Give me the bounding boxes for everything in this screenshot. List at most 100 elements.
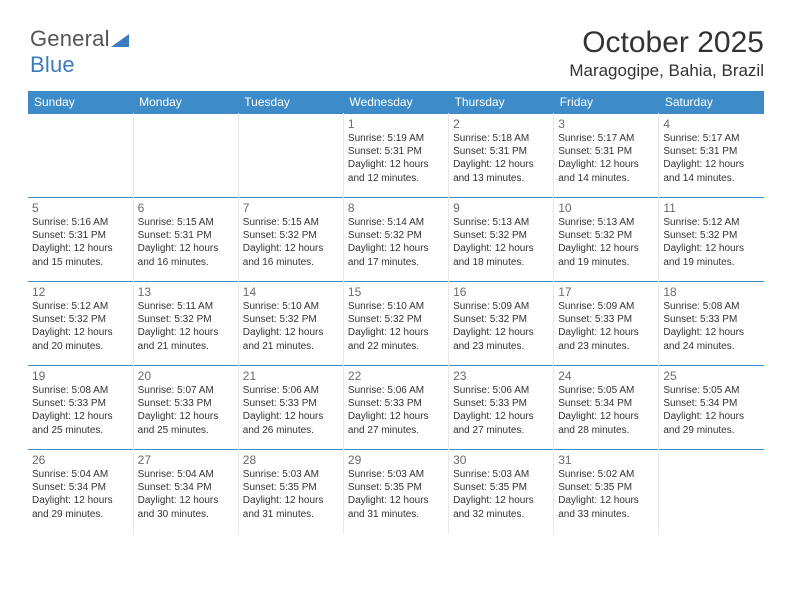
cell-line: Daylight: 12 hours bbox=[663, 410, 760, 423]
cell-line: Daylight: 12 hours bbox=[243, 494, 339, 507]
cell-line: Daylight: 12 hours bbox=[663, 242, 760, 255]
calendar-cell: 30Sunrise: 5:03 AMSunset: 5:35 PMDayligh… bbox=[449, 450, 554, 534]
cell-line: Sunrise: 5:02 AM bbox=[558, 468, 654, 481]
cell-line: and 33 minutes. bbox=[558, 508, 654, 521]
cell-line: Sunset: 5:32 PM bbox=[348, 313, 444, 326]
calendar-cell: 20Sunrise: 5:07 AMSunset: 5:33 PMDayligh… bbox=[133, 366, 238, 450]
cell-line: Sunset: 5:33 PM bbox=[243, 397, 339, 410]
day-number: 3 bbox=[558, 117, 654, 131]
cell-line: Sunrise: 5:09 AM bbox=[558, 300, 654, 313]
cell-line: Sunrise: 5:06 AM bbox=[453, 384, 549, 397]
weekday-header: Thursday bbox=[449, 91, 554, 114]
weekday-header: Wednesday bbox=[343, 91, 448, 114]
cell-line: Sunrise: 5:13 AM bbox=[558, 216, 654, 229]
cell-line: Daylight: 12 hours bbox=[243, 326, 339, 339]
cell-line: Daylight: 12 hours bbox=[453, 494, 549, 507]
day-number: 8 bbox=[348, 201, 444, 215]
day-number: 6 bbox=[138, 201, 234, 215]
cell-line: Sunrise: 5:11 AM bbox=[138, 300, 234, 313]
cell-line: Sunrise: 5:08 AM bbox=[32, 384, 129, 397]
calendar-cell: 16Sunrise: 5:09 AMSunset: 5:32 PMDayligh… bbox=[449, 282, 554, 366]
cell-line: Sunset: 5:33 PM bbox=[453, 397, 549, 410]
calendar-cell: 6Sunrise: 5:15 AMSunset: 5:31 PMDaylight… bbox=[133, 198, 238, 282]
calendar-cell: 18Sunrise: 5:08 AMSunset: 5:33 PMDayligh… bbox=[659, 282, 764, 366]
calendar-body: 1Sunrise: 5:19 AMSunset: 5:31 PMDaylight… bbox=[28, 114, 764, 534]
cell-line: Sunrise: 5:06 AM bbox=[348, 384, 444, 397]
calendar-cell: 11Sunrise: 5:12 AMSunset: 5:32 PMDayligh… bbox=[659, 198, 764, 282]
cell-line: Sunrise: 5:09 AM bbox=[453, 300, 549, 313]
day-number: 4 bbox=[663, 117, 760, 131]
cell-line: and 23 minutes. bbox=[558, 340, 654, 353]
day-number: 14 bbox=[243, 285, 339, 299]
cell-line: Sunrise: 5:16 AM bbox=[32, 216, 129, 229]
cell-line: and 21 minutes. bbox=[138, 340, 234, 353]
cell-line: Sunset: 5:31 PM bbox=[348, 145, 444, 158]
cell-line: Sunrise: 5:05 AM bbox=[558, 384, 654, 397]
cell-line: and 22 minutes. bbox=[348, 340, 444, 353]
brand-word-2: Blue bbox=[30, 52, 75, 77]
cell-line: Sunrise: 5:10 AM bbox=[348, 300, 444, 313]
cell-line: and 12 minutes. bbox=[348, 172, 444, 185]
cell-line: Sunrise: 5:14 AM bbox=[348, 216, 444, 229]
day-number: 20 bbox=[138, 369, 234, 383]
calendar-cell: 10Sunrise: 5:13 AMSunset: 5:32 PMDayligh… bbox=[554, 198, 659, 282]
calendar-header-row: SundayMondayTuesdayWednesdayThursdayFrid… bbox=[28, 91, 764, 114]
cell-line: Sunrise: 5:19 AM bbox=[348, 132, 444, 145]
day-number: 13 bbox=[138, 285, 234, 299]
cell-line: Sunrise: 5:03 AM bbox=[348, 468, 444, 481]
calendar-cell: 26Sunrise: 5:04 AMSunset: 5:34 PMDayligh… bbox=[28, 450, 133, 534]
cell-line: and 13 minutes. bbox=[453, 172, 549, 185]
cell-line: Sunset: 5:31 PM bbox=[32, 229, 129, 242]
cell-line: Sunrise: 5:15 AM bbox=[138, 216, 234, 229]
cell-line: Sunrise: 5:12 AM bbox=[663, 216, 760, 229]
cell-line: Sunset: 5:33 PM bbox=[663, 313, 760, 326]
cell-line: Daylight: 12 hours bbox=[453, 410, 549, 423]
cell-line: and 29 minutes. bbox=[663, 424, 760, 437]
cell-line: Sunset: 5:32 PM bbox=[138, 313, 234, 326]
calendar-cell: 12Sunrise: 5:12 AMSunset: 5:32 PMDayligh… bbox=[28, 282, 133, 366]
cell-line: and 24 minutes. bbox=[663, 340, 760, 353]
cell-line: Sunrise: 5:13 AM bbox=[453, 216, 549, 229]
cell-line: Sunrise: 5:03 AM bbox=[243, 468, 339, 481]
cell-line: and 26 minutes. bbox=[243, 424, 339, 437]
calendar-cell: 5Sunrise: 5:16 AMSunset: 5:31 PMDaylight… bbox=[28, 198, 133, 282]
cell-line: Sunset: 5:31 PM bbox=[558, 145, 654, 158]
day-number: 29 bbox=[348, 453, 444, 467]
cell-line: Sunset: 5:35 PM bbox=[348, 481, 444, 494]
calendar-table: SundayMondayTuesdayWednesdayThursdayFrid… bbox=[28, 91, 764, 534]
cell-line: Daylight: 12 hours bbox=[453, 158, 549, 171]
day-number: 17 bbox=[558, 285, 654, 299]
calendar-cell bbox=[133, 114, 238, 198]
day-number: 12 bbox=[32, 285, 129, 299]
calendar-cell bbox=[238, 114, 343, 198]
brand-logo: General Blue bbox=[30, 26, 129, 78]
calendar-cell: 23Sunrise: 5:06 AMSunset: 5:33 PMDayligh… bbox=[449, 366, 554, 450]
cell-line: Sunrise: 5:17 AM bbox=[663, 132, 760, 145]
cell-line: and 16 minutes. bbox=[138, 256, 234, 269]
calendar-cell bbox=[28, 114, 133, 198]
calendar-cell: 28Sunrise: 5:03 AMSunset: 5:35 PMDayligh… bbox=[238, 450, 343, 534]
day-number: 27 bbox=[138, 453, 234, 467]
cell-line: Sunset: 5:32 PM bbox=[453, 313, 549, 326]
cell-line: Sunset: 5:35 PM bbox=[558, 481, 654, 494]
calendar-cell: 14Sunrise: 5:10 AMSunset: 5:32 PMDayligh… bbox=[238, 282, 343, 366]
day-number: 16 bbox=[453, 285, 549, 299]
calendar-cell: 31Sunrise: 5:02 AMSunset: 5:35 PMDayligh… bbox=[554, 450, 659, 534]
calendar-cell: 15Sunrise: 5:10 AMSunset: 5:32 PMDayligh… bbox=[343, 282, 448, 366]
cell-line: and 15 minutes. bbox=[32, 256, 129, 269]
calendar-cell: 9Sunrise: 5:13 AMSunset: 5:32 PMDaylight… bbox=[449, 198, 554, 282]
weekday-header: Tuesday bbox=[238, 91, 343, 114]
cell-line: Sunset: 5:32 PM bbox=[243, 313, 339, 326]
calendar-cell: 7Sunrise: 5:15 AMSunset: 5:32 PMDaylight… bbox=[238, 198, 343, 282]
cell-line: Daylight: 12 hours bbox=[243, 242, 339, 255]
cell-line: Sunset: 5:32 PM bbox=[243, 229, 339, 242]
calendar-cell: 21Sunrise: 5:06 AMSunset: 5:33 PMDayligh… bbox=[238, 366, 343, 450]
cell-line: and 30 minutes. bbox=[138, 508, 234, 521]
calendar-cell: 3Sunrise: 5:17 AMSunset: 5:31 PMDaylight… bbox=[554, 114, 659, 198]
day-number: 5 bbox=[32, 201, 129, 215]
title-block: October 2025 Maragogipe, Bahia, Brazil bbox=[28, 26, 764, 81]
cell-line: and 19 minutes. bbox=[558, 256, 654, 269]
cell-line: Sunrise: 5:08 AM bbox=[663, 300, 760, 313]
calendar-cell: 13Sunrise: 5:11 AMSunset: 5:32 PMDayligh… bbox=[133, 282, 238, 366]
cell-line: Sunset: 5:35 PM bbox=[243, 481, 339, 494]
